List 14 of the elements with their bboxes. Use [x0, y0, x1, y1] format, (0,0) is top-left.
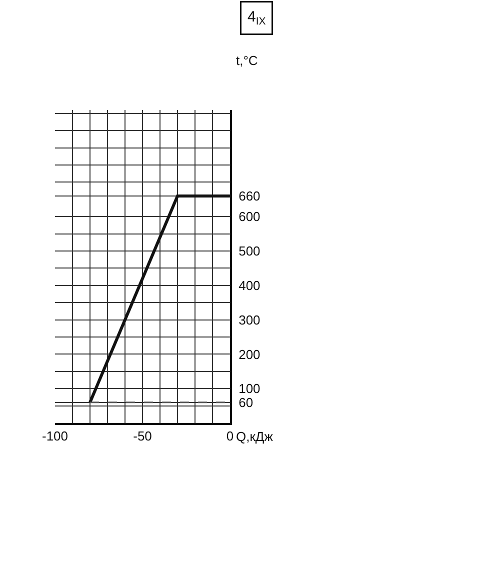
y-tick-label: 500	[238, 244, 260, 259]
y-tick-label: 400	[238, 278, 260, 293]
y-tick-label: 60	[238, 394, 254, 410]
x-tick-label: 0	[226, 428, 234, 444]
text: 4$_{IX}$	[248, 8, 266, 28]
y-tick-label: 100	[238, 381, 260, 396]
y-tick-label: 600	[238, 209, 260, 224]
x-axis-title: Q,кДж	[236, 429, 274, 444]
x-tick-label: -100	[42, 428, 68, 444]
y-tick-label: 300	[238, 312, 260, 328]
y-tick-label: 200	[238, 346, 260, 362]
y-tick-label: 660	[238, 188, 260, 204]
y-axis-title: t,°C	[236, 53, 258, 68]
x-tick-label: -50	[133, 428, 152, 444]
